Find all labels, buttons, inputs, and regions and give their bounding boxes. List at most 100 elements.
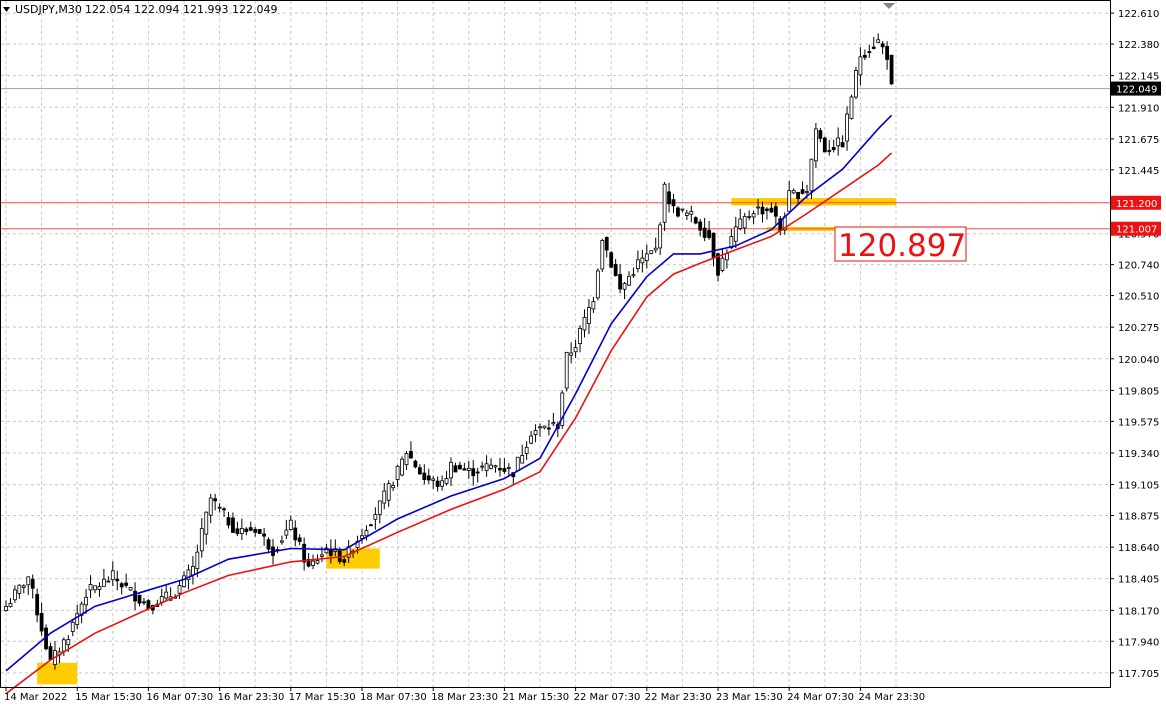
candle-body (70, 621, 75, 632)
candle (791, 188, 796, 195)
candle (796, 191, 800, 204)
candle-body (791, 189, 796, 194)
y-tick-label: 120.275 (1118, 323, 1159, 334)
candle-body (653, 247, 658, 251)
candle (858, 47, 863, 86)
candle (631, 267, 636, 278)
candle-body (324, 547, 329, 554)
x-tick-label: 14 Mar 2022 (4, 692, 67, 703)
candle (849, 94, 854, 120)
candle (311, 554, 315, 570)
candle (613, 258, 618, 277)
candle (551, 412, 556, 427)
candle (462, 462, 467, 471)
candle-body (315, 560, 320, 564)
candle (119, 581, 124, 595)
candle-body (876, 39, 881, 43)
candle-body (751, 213, 756, 218)
candle (547, 419, 551, 436)
candle (702, 217, 707, 242)
candle (778, 216, 783, 236)
candle (213, 493, 218, 511)
candle (751, 210, 756, 224)
candle (88, 575, 93, 599)
annotation-box[interactable] (834, 226, 967, 262)
candle (457, 461, 462, 470)
candle-body (662, 183, 667, 223)
candle-body (462, 468, 467, 471)
candle-body (889, 54, 894, 85)
candle-body (182, 575, 186, 588)
candle-body (449, 461, 453, 479)
candle-body (720, 257, 725, 271)
candle-body (627, 275, 631, 286)
candle-body (244, 528, 249, 532)
annotation-text: 120.897 (838, 228, 966, 264)
candle-body (342, 559, 347, 563)
candle (493, 464, 498, 473)
candle (738, 208, 743, 231)
candle-body (805, 191, 809, 193)
current-price-tag (1111, 81, 1161, 96)
candle (391, 481, 396, 491)
candle (288, 515, 293, 531)
candle-body (177, 585, 182, 594)
candle-body (97, 586, 102, 590)
candle-body (880, 43, 885, 48)
candle (520, 444, 525, 464)
candle (342, 555, 347, 567)
candle-body (787, 190, 792, 212)
candle (426, 468, 431, 484)
candle (239, 518, 244, 541)
candle (128, 587, 133, 591)
candle-body (502, 468, 507, 472)
candle-body (649, 250, 654, 254)
candle-body (809, 158, 814, 192)
candle-body (26, 576, 31, 586)
time-axis: 14 Mar 2022 15 Mar 15:30 16 Mar 07:30 16 Ma… (4, 687, 925, 703)
candle (4, 600, 8, 612)
candle-body (204, 511, 209, 535)
candle (769, 202, 774, 214)
candle-body (48, 646, 53, 660)
candle (231, 512, 235, 533)
candle (787, 180, 792, 212)
candle-body (845, 113, 849, 142)
candle-body (8, 603, 13, 608)
candle (818, 127, 823, 143)
candle-body (311, 560, 315, 566)
candle-body (729, 236, 734, 249)
y-tick-label: 119.575 (1118, 417, 1159, 428)
candle (244, 527, 249, 536)
candle (880, 41, 885, 55)
candle (885, 41, 889, 70)
candle-body (146, 600, 151, 610)
candle-body (551, 422, 556, 425)
candle-body (431, 478, 436, 481)
candle-body (631, 274, 636, 277)
candle-body (75, 613, 80, 625)
candle-body (489, 464, 493, 469)
price-tags: 121.200 121.007 122.049 (1111, 81, 1161, 236)
candle (435, 476, 440, 492)
y-tick-label: 122.380 (1118, 40, 1159, 51)
level-tag (1111, 221, 1161, 236)
y-tick-label: 118.875 (1118, 512, 1159, 523)
candle (133, 582, 137, 611)
candle-body (506, 467, 511, 469)
candle (867, 44, 872, 58)
candle-body (128, 587, 133, 591)
candle-body (765, 208, 769, 211)
candle-body (400, 458, 404, 476)
candle (253, 526, 258, 537)
candle-body (466, 467, 471, 471)
chart-shift-marker[interactable] (883, 3, 895, 9)
candle (684, 209, 689, 221)
collapse-arrow-icon[interactable] (3, 7, 10, 12)
candle-body (480, 465, 485, 468)
candle (12, 585, 17, 603)
candle-body (680, 208, 685, 211)
y-tick-label: 118.640 (1118, 543, 1159, 554)
